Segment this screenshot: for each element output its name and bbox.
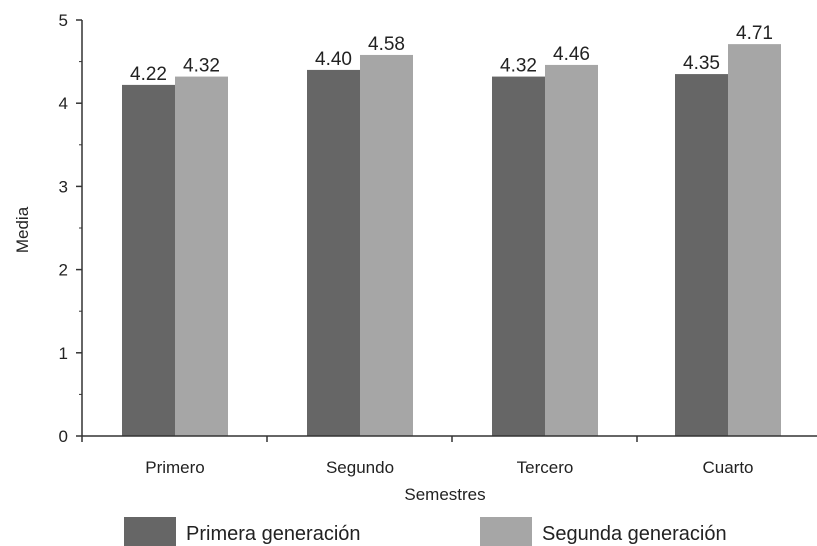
data-label-segunda-generacion-cuarto: 4.71 [736, 23, 773, 44]
y-axis: 0 1 2 3 4 5 [59, 11, 83, 446]
data-label-segunda-generacion-tercero: 4.46 [553, 44, 590, 65]
bar-segunda-generacion-tercero [545, 64, 598, 436]
bar-segunda-generacion-cuarto [728, 44, 781, 437]
y-ticks-group: 0 1 2 3 4 5 [59, 11, 82, 446]
bar-primera-generacion-segundo [307, 69, 360, 437]
bar-segunda-generacion-primero [175, 76, 228, 437]
data-label-primera-generacion-segundo: 4.40 [315, 49, 352, 70]
data-label-segunda-generacion-primero: 4.32 [183, 56, 220, 77]
y-tick-label: 3 [59, 177, 68, 196]
x-tick-label-segundo: Segundo [326, 458, 394, 477]
x-tick-label-cuarto: Cuarto [702, 458, 753, 477]
legend-label-primera-generacion: Primera generación [186, 523, 361, 545]
x-axis-title: Semestres [404, 485, 485, 504]
data-label-primera-generacion-cuarto: 4.35 [683, 53, 720, 74]
y-tick-label: 4 [59, 94, 68, 113]
y-tick-label: 1 [59, 344, 68, 363]
data-label-primera-generacion-primero: 4.22 [130, 64, 167, 85]
data-label-segunda-generacion-segundo: 4.58 [368, 34, 405, 55]
y-axis-title: Media [13, 206, 32, 253]
y-tick-label: 5 [59, 11, 68, 30]
x-ticks-group: Primero Segundo Tercero Cuarto [81, 436, 754, 477]
bar-segunda-generacion-segundo [360, 54, 413, 436]
bar-primera-generacion-primero [122, 84, 175, 437]
bar-primera-generacion-cuarto [675, 74, 728, 436]
x-tick-label-primero: Primero [145, 458, 205, 477]
y-tick-label: 0 [59, 427, 68, 446]
bars-group [122, 44, 781, 437]
legend-swatch-primera-generacion [124, 517, 176, 546]
legend: Primera generación Segunda generación [124, 517, 727, 546]
data-labels-group: 4.22 4.40 4.32 4.35 4.32 4.58 4.46 4.71 [130, 23, 773, 85]
data-label-primera-generacion-tercero: 4.32 [500, 56, 537, 77]
y-tick-label: 2 [59, 261, 68, 280]
legend-swatch-segunda-generacion [480, 517, 532, 546]
x-axis: Primero Segundo Tercero Cuarto [81, 435, 817, 477]
x-tick-label-tercero: Tercero [517, 458, 574, 477]
legend-label-segunda-generacion: Segunda generación [542, 523, 727, 545]
bar-primera-generacion-tercero [492, 76, 545, 437]
